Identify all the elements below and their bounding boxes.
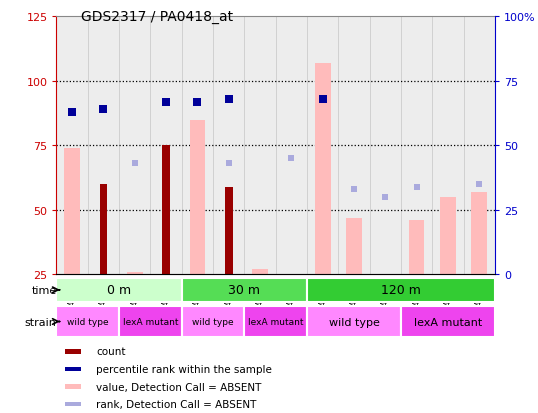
Bar — [56, 306, 119, 337]
Point — [350, 186, 358, 193]
Bar — [401, 17, 433, 275]
Bar — [162, 146, 170, 275]
Text: 0 m: 0 m — [107, 284, 131, 297]
Bar — [65, 349, 81, 354]
Bar — [189, 120, 206, 275]
Text: wild type: wild type — [67, 317, 109, 326]
Bar — [276, 17, 307, 275]
Bar — [119, 306, 182, 337]
Bar — [119, 17, 151, 275]
Point — [318, 96, 327, 103]
Text: GDS2317 / PA0418_at: GDS2317 / PA0418_at — [81, 10, 233, 24]
Bar — [88, 17, 119, 275]
Text: time: time — [31, 285, 56, 295]
Bar — [307, 306, 401, 337]
Bar — [65, 385, 81, 389]
Bar — [409, 221, 424, 275]
Text: lexA mutant: lexA mutant — [248, 317, 303, 326]
Point — [162, 99, 171, 106]
Bar — [440, 197, 456, 275]
Bar — [464, 17, 495, 275]
Bar — [65, 367, 81, 371]
Bar — [401, 306, 495, 337]
Point — [412, 184, 421, 190]
Text: count: count — [96, 347, 125, 356]
Text: rank, Detection Call = ABSENT: rank, Detection Call = ABSENT — [96, 399, 256, 409]
Bar — [307, 278, 495, 302]
Bar — [284, 275, 299, 290]
Bar — [315, 64, 330, 275]
Bar — [244, 17, 276, 275]
Text: lexA mutant: lexA mutant — [414, 317, 482, 327]
Text: percentile rank within the sample: percentile rank within the sample — [96, 364, 272, 374]
Bar — [182, 278, 307, 302]
Point — [193, 99, 202, 106]
Point — [381, 194, 390, 201]
Bar — [471, 192, 487, 275]
Bar — [65, 149, 80, 275]
Bar — [56, 278, 182, 302]
Bar — [338, 17, 370, 275]
Point — [68, 109, 76, 116]
Bar — [182, 17, 213, 275]
Text: strain: strain — [25, 317, 56, 327]
Bar — [370, 17, 401, 275]
Point — [131, 161, 139, 167]
Text: wild type: wild type — [329, 317, 379, 327]
Bar — [127, 272, 143, 275]
Bar — [182, 306, 244, 337]
Point — [99, 107, 108, 113]
Bar — [433, 17, 464, 275]
Point — [475, 181, 484, 188]
Point — [287, 156, 296, 162]
Text: 120 m: 120 m — [381, 284, 421, 297]
Text: 30 m: 30 m — [229, 284, 260, 297]
Bar — [252, 270, 268, 275]
Bar — [213, 17, 244, 275]
Bar — [307, 17, 338, 275]
Text: lexA mutant: lexA mutant — [123, 317, 178, 326]
Text: wild type: wild type — [192, 317, 234, 326]
Bar — [56, 17, 88, 275]
Bar — [100, 185, 108, 275]
Bar — [244, 306, 307, 337]
Bar — [225, 187, 232, 275]
Text: value, Detection Call = ABSENT: value, Detection Call = ABSENT — [96, 382, 261, 392]
Bar — [65, 402, 81, 406]
Point — [224, 96, 233, 103]
Point — [224, 161, 233, 167]
Bar — [151, 17, 182, 275]
Bar — [346, 218, 362, 275]
